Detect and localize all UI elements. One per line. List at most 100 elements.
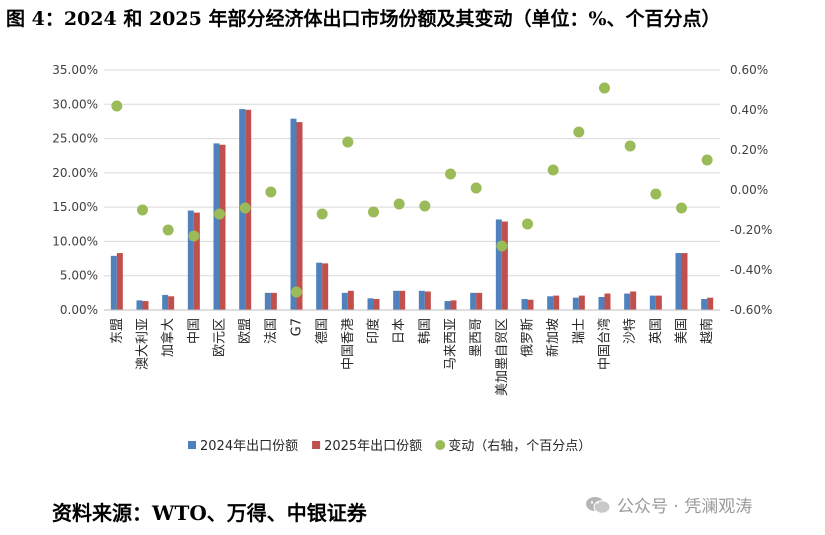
left-tick-label: 5.00% (60, 269, 98, 283)
x-tick-label: 墨西哥 (469, 318, 484, 357)
bar-2025 (655, 295, 662, 310)
bar-2024 (367, 298, 374, 310)
bar-2024 (213, 143, 220, 310)
right-tick-label: 0.60% (730, 63, 768, 77)
change-point (522, 218, 533, 230)
left-tick-label: 20.00% (52, 166, 98, 180)
bar-2024 (470, 292, 477, 310)
right-tick-label: -0.60% (730, 303, 772, 317)
right-tick-label: 0.20% (730, 143, 768, 157)
change-point (470, 182, 482, 194)
bar-2025 (578, 295, 585, 310)
change-point (188, 230, 200, 242)
bar-2025 (450, 300, 457, 310)
source-note: 资料来源：WTO、万得、中银证券 (52, 501, 367, 525)
change-point (496, 240, 508, 252)
legend: 2024年出口份额 2025年出口份额 变动（右轴，个百分点） (188, 438, 591, 454)
bar-2025 (424, 291, 431, 310)
legend-2025: 2025年出口份额 (312, 439, 422, 454)
left-tick-label: 30.00% (52, 97, 98, 111)
change-point (342, 136, 354, 148)
change-point (573, 126, 585, 138)
change-point (445, 168, 456, 180)
bar-2024 (495, 219, 502, 310)
legend-swatch (312, 441, 321, 449)
x-tick-label: 中国香港 (341, 318, 356, 370)
x-tick-label: 韩国 (418, 318, 433, 344)
x-tick-label: 中国台湾 (597, 318, 613, 370)
x-tick-label: 英国 (649, 318, 664, 344)
bar-2024 (572, 297, 579, 310)
change-point (265, 186, 277, 198)
change-point (701, 154, 713, 166)
gridlines (104, 69, 720, 311)
bar-marks (110, 109, 714, 311)
wechat-icon (586, 496, 611, 514)
x-tick-label: 美国 (675, 318, 690, 344)
bar-2025 (373, 299, 380, 310)
x-tick-label: 沙特 (623, 318, 638, 344)
x-tick-label: 美加墨自贸区 (495, 318, 510, 396)
bar-2024 (136, 300, 143, 310)
change-point (393, 198, 405, 210)
legend-swatch (435, 440, 446, 450)
x-tick-label: 德国 (315, 318, 330, 344)
bar-2024 (418, 290, 425, 310)
bar-2025 (501, 221, 508, 310)
change-point (137, 204, 148, 216)
x-tick-label: 日本 (392, 318, 407, 344)
x-tick-label: 瑞士 (572, 318, 587, 344)
x-tick-label: 越南 (699, 318, 715, 344)
x-tick-label: G7 (290, 318, 305, 336)
bar-2024 (547, 296, 554, 310)
bar-2025 (219, 144, 226, 310)
legend-2024: 2024年出口份额 (188, 439, 298, 454)
bar-2024 (521, 299, 528, 310)
x-tick-label: 中国 (187, 318, 202, 344)
change-point (111, 100, 123, 112)
bar-2025 (116, 253, 123, 310)
bar-2024 (187, 210, 194, 310)
left-axis-ticks: 0.00% 5.00% 10.00% 15.00% 20.00% 25.00% 30.00%… (52, 63, 98, 317)
x-tick-label: 欧元区 (213, 318, 228, 357)
legend-label: 2025年出口份额 (324, 439, 422, 454)
bar-2025 (168, 296, 175, 310)
bar-2024 (624, 293, 631, 310)
right-axis-ticks: -0.60% -0.40% -0.20% 0.00% 0.20% 0.40% 0.60% (730, 63, 772, 317)
bar-2024 (316, 262, 323, 310)
bar-2025 (193, 212, 200, 310)
bar-2024 (162, 294, 169, 310)
x-tick-label: 马来西亚 (444, 318, 459, 370)
right-tick-label: 0.00% (730, 183, 768, 197)
watermark-text: 公众号 · 凭澜观涛 (617, 497, 753, 517)
x-tick-label: 法国 (264, 318, 279, 344)
left-tick-label: 35.00% (52, 63, 98, 77)
bar-2024 (393, 290, 400, 310)
bar-2025 (527, 299, 534, 310)
bar-2025 (270, 292, 277, 310)
x-tick-label: 加拿大 (160, 318, 176, 357)
left-tick-label: 10.00% (52, 234, 98, 248)
legend-swatch (188, 441, 196, 449)
change-point (291, 286, 302, 298)
change-point (239, 202, 251, 214)
x-tick-label: 欧盟 (238, 318, 253, 344)
change-point (624, 140, 636, 152)
left-tick-label: 0.00% (60, 303, 98, 317)
bar-2024 (701, 299, 708, 310)
change-point (547, 164, 559, 176)
change-point (676, 202, 687, 214)
x-axis-labels: 东盟 澳大利亚 加拿大 中国 欧元区 欧盟 法国 G7 德国 中国香港 印度 日本 韩国 马来西亚 墨西哥美… (110, 318, 715, 396)
bar-2025 (347, 290, 354, 310)
legend-change: 变动（右轴，个百分点） (435, 438, 591, 454)
bar-2025 (707, 297, 714, 310)
bar-2024 (675, 253, 682, 310)
legend-label: 变动（右轴，个百分点） (448, 438, 591, 454)
left-tick-label: 25.00% (52, 132, 98, 146)
bar-2025 (476, 292, 483, 310)
change-point (162, 224, 174, 236)
right-tick-label: 0.40% (730, 103, 768, 117)
bar-2024 (110, 255, 117, 310)
change-point (368, 206, 379, 218)
bar-2025 (553, 295, 560, 310)
